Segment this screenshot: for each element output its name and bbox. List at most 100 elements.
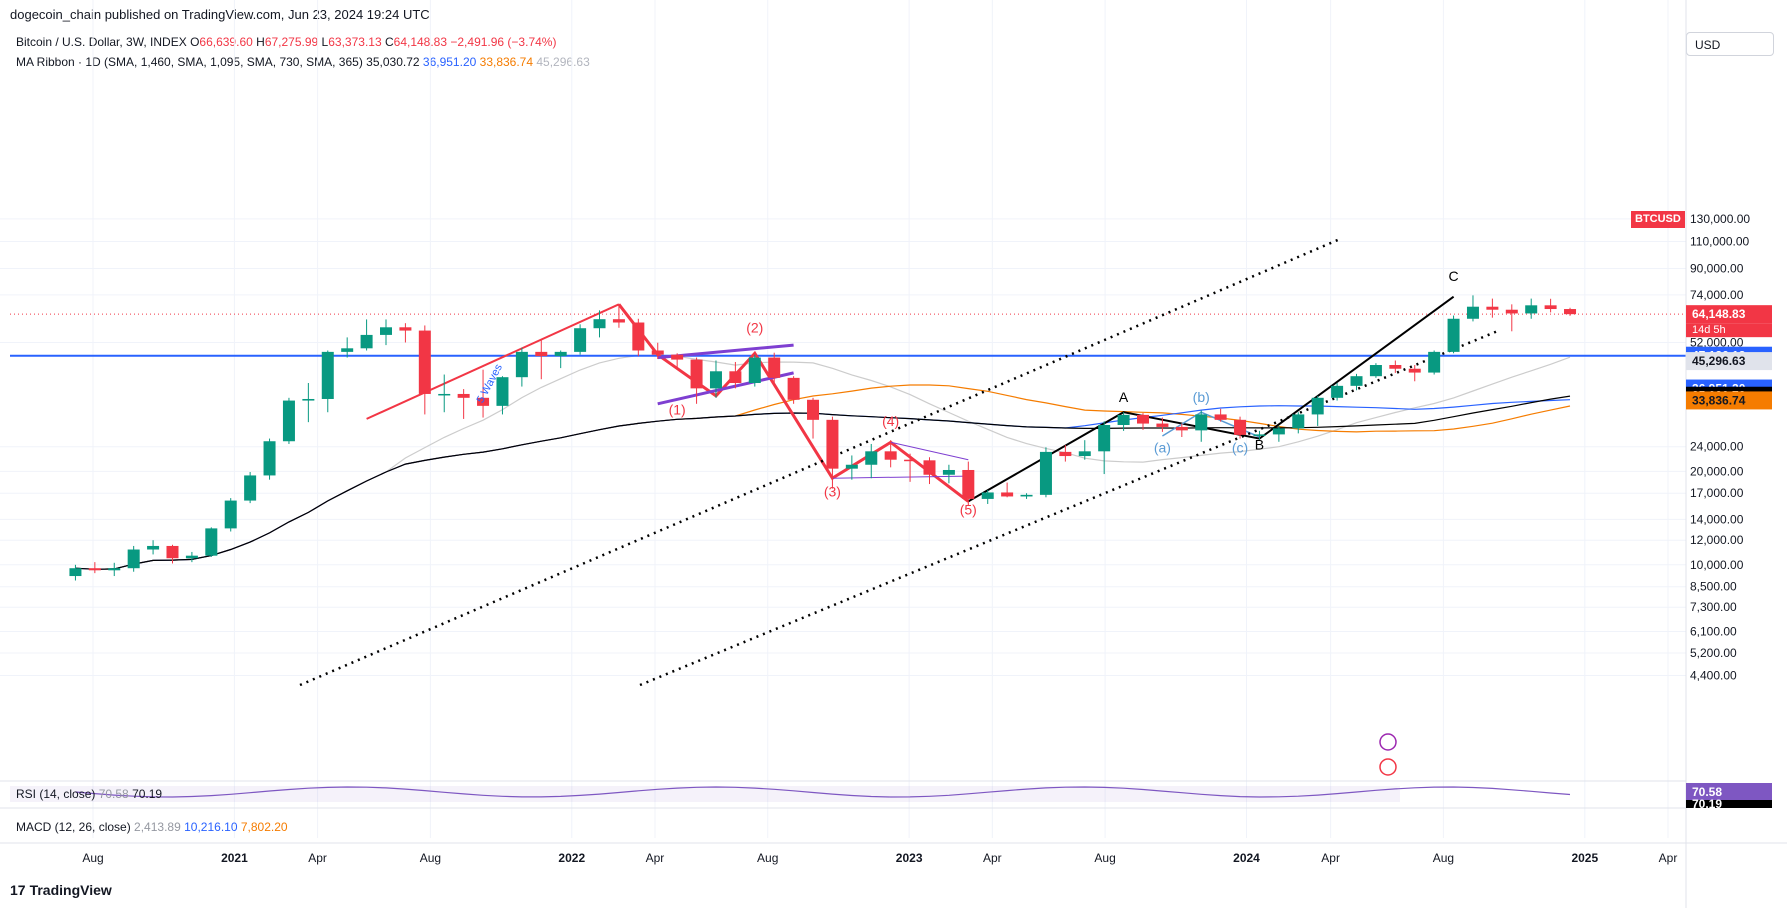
ma-730-line (75, 384, 1571, 570)
y-tick-label: 24,000.00 (1690, 440, 1744, 454)
drawings[interactable] (299, 237, 1501, 687)
horizontal-line[interactable] (10, 313, 1686, 357)
wave-label: (b) (1193, 389, 1210, 405)
candle-body (1234, 419, 1247, 435)
wave-label: C (1449, 268, 1459, 284)
x-tick-label: Aug (757, 851, 778, 865)
high-value: 67,275.99 (264, 35, 319, 49)
candle-body (1039, 451, 1052, 495)
publish-header: dogecoin_chain published on TradingView.… (0, 0, 1787, 30)
candle-body (1292, 414, 1305, 429)
candle-body (515, 351, 528, 378)
candle-body (748, 357, 761, 384)
wave-label: (2) (746, 319, 763, 335)
ma-1095-line (75, 399, 1571, 570)
candle-body (1272, 428, 1285, 435)
publisher-text: dogecoin_chain published on TradingView.… (10, 7, 430, 22)
candle-body (1175, 426, 1188, 431)
candle-body (1466, 306, 1479, 319)
high-label: H (256, 35, 265, 49)
candle-body (981, 492, 994, 499)
change-value: −2,491.96 (−3.74%) (450, 35, 557, 49)
candle-body (88, 568, 101, 571)
time-remaining-bg (1686, 323, 1772, 338)
price-axis[interactable]: 4,400.00 5,200.00 6,100.00 7,300.00 8,500.00… (1685, 0, 1772, 908)
candle-body (942, 469, 955, 475)
lightning-icon (1379, 733, 1397, 751)
candle-body (166, 545, 179, 559)
price-tag: 33,836.74 (1692, 393, 1746, 407)
candle-body (593, 319, 606, 329)
y-tick-label: 130,000.00 (1690, 212, 1750, 226)
candle-body (1098, 424, 1111, 452)
candle-body (1001, 492, 1014, 497)
candle-body (69, 568, 82, 577)
candle-body (360, 334, 373, 349)
candle-body (612, 319, 625, 323)
candle-body (147, 545, 160, 550)
candle-body (341, 348, 354, 352)
x-tick-label: Apr (983, 851, 1002, 865)
macd-legend: MACD (12, 26, close) 2,413.89 10,216.10 … (16, 820, 288, 834)
symbol-tag: BTCUSD (1631, 211, 1685, 228)
candle-body (185, 555, 198, 559)
candle-body (1059, 451, 1072, 457)
x-tick-label: Apr (1659, 851, 1678, 865)
price-tag-bg (1686, 305, 1772, 324)
y-tick-label: 17,000.00 (1690, 486, 1744, 500)
triangle-top (890, 441, 969, 461)
x-tick-label: 2023 (896, 851, 923, 865)
low-label: L (321, 35, 329, 49)
close-label: C (384, 35, 394, 49)
low-value: 63,373.13 (328, 35, 382, 49)
tradingview-logo-icon: 17 (10, 882, 26, 898)
candle-body (108, 568, 121, 571)
rsi-tag-bg (1686, 783, 1772, 800)
y-tick-label: 74,000.00 (1690, 288, 1744, 302)
symbol-title[interactable]: Bitcoin / U.S. Dollar, 3W, INDEX (16, 35, 187, 49)
candle-body (380, 327, 393, 335)
tradingview-logo[interactable]: 17 TradingView (10, 882, 112, 898)
candle-body (282, 400, 295, 442)
candle-body (651, 350, 664, 355)
triangle-bottom (832, 475, 969, 479)
candle-body (1195, 414, 1208, 431)
candle-body (807, 399, 820, 420)
candle-body (1408, 368, 1421, 373)
flag-icon (1379, 758, 1397, 776)
y-tick-label: 12,000.00 (1690, 533, 1744, 547)
ma-1460-line (75, 395, 1571, 570)
y-tick-label: 5,200.00 (1690, 646, 1737, 660)
candle-body (768, 357, 781, 378)
candle-body (962, 469, 975, 499)
x-tick-label: Apr (1321, 851, 1340, 865)
candle-body (904, 459, 917, 462)
candle-body (923, 460, 936, 475)
candles (69, 295, 1577, 581)
ma1-value: 35,030.72 (366, 55, 420, 69)
rsi-title[interactable]: RSI (14, close) (16, 787, 96, 801)
candle-body (729, 371, 742, 384)
x-tick-label: 2025 (1571, 851, 1598, 865)
x-tick-label: Aug (1094, 851, 1115, 865)
macd-value-3: 7,802.20 (240, 820, 288, 834)
candle-body (1486, 306, 1499, 310)
ma-ribbon-title[interactable]: MA Ribbon · 1D (SMA, 1,460, SMA, 1,095, … (16, 55, 363, 69)
x-tick-label: 2022 (558, 851, 585, 865)
macd-title[interactable]: MACD (12, 26, close) (16, 820, 131, 834)
wave-label: (c) (1232, 439, 1248, 455)
rsi-value-1: 70.58 (98, 787, 129, 801)
candle-body (1156, 423, 1169, 427)
candle-body (574, 328, 587, 352)
open-label: O (190, 35, 200, 49)
y-tick-label: 4,400.00 (1690, 669, 1737, 683)
time-axis[interactable]: Aug 2021 Apr Aug 2022 Apr Aug 2023 Apr Aug 2024 Apr… (0, 842, 1787, 865)
candle-body (1525, 305, 1538, 314)
candle-body (865, 451, 878, 465)
candle-body (302, 398, 315, 401)
rsi-value-2: 70.19 (132, 787, 163, 801)
candle-body (1137, 414, 1149, 424)
wave-label: (a) (1154, 439, 1171, 455)
candle-body (1253, 434, 1266, 436)
